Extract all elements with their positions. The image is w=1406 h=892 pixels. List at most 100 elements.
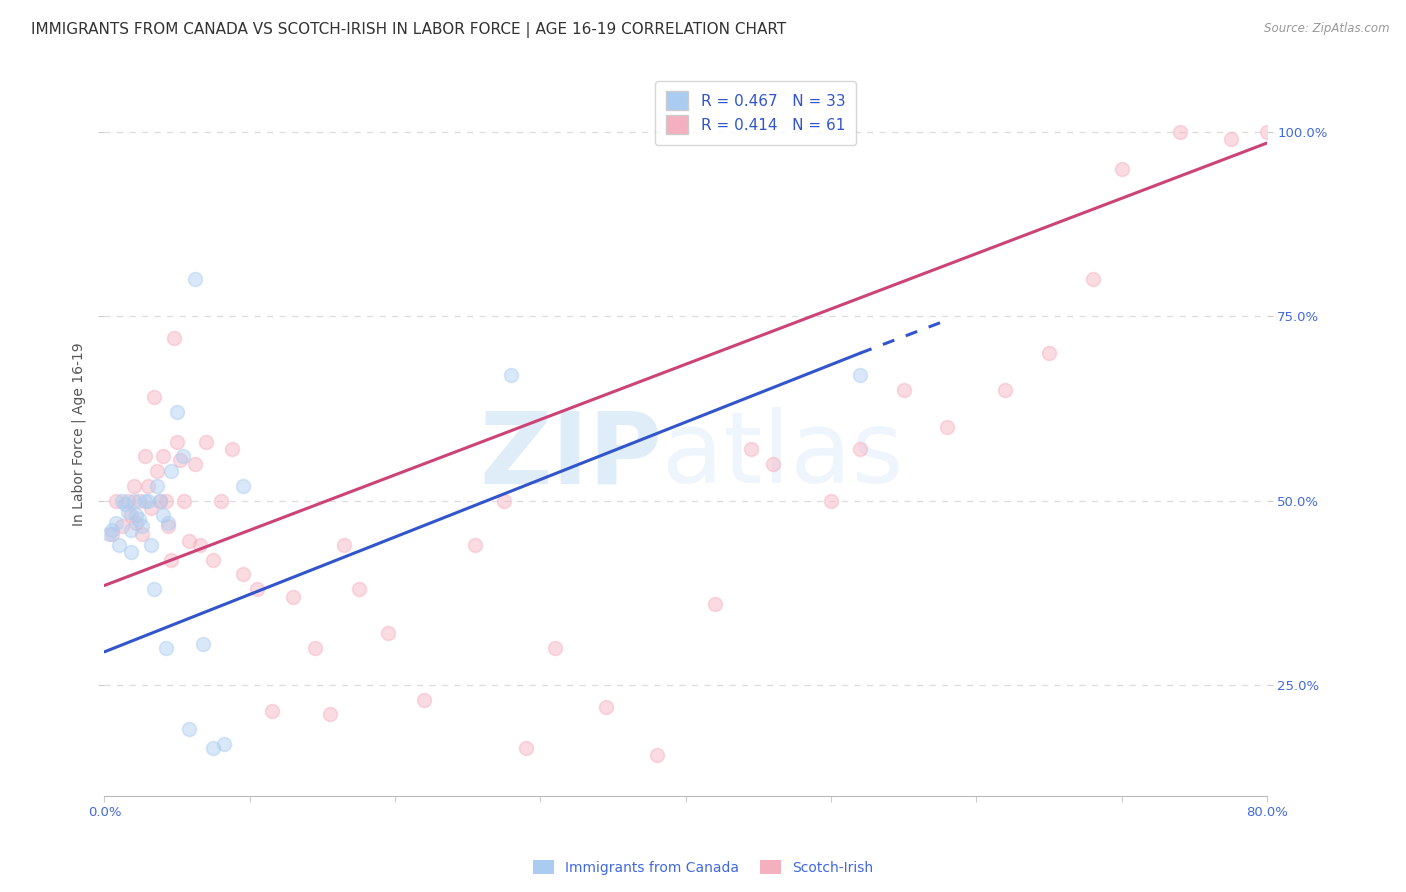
Text: atlas: atlas <box>662 408 904 505</box>
Point <box>212 737 235 751</box>
Point <box>166 405 188 419</box>
Point <box>155 641 177 656</box>
Point <box>117 493 139 508</box>
Point <box>111 493 134 508</box>
Point <box>177 723 200 737</box>
Point <box>120 545 142 559</box>
Point <box>120 523 142 537</box>
Point <box>173 493 195 508</box>
Point <box>152 450 174 464</box>
Point <box>160 552 183 566</box>
Point <box>231 479 253 493</box>
Point <box>304 641 326 656</box>
Point <box>494 493 516 508</box>
Point <box>117 505 139 519</box>
Point <box>163 331 186 345</box>
Point <box>202 740 225 755</box>
Legend: R = 0.467   N = 33, R = 0.414   N = 61: R = 0.467 N = 33, R = 0.414 N = 61 <box>655 80 856 145</box>
Point <box>183 457 205 471</box>
Point <box>146 479 169 493</box>
Point <box>100 523 122 537</box>
Point <box>202 552 225 566</box>
Point <box>1038 346 1060 360</box>
Point <box>231 567 253 582</box>
Point <box>893 383 915 397</box>
Point <box>544 641 567 656</box>
Point <box>136 479 159 493</box>
Text: IMMIGRANTS FROM CANADA VS SCOTCH-IRISH IN LABOR FORCE | AGE 16-19 CORRELATION CH: IMMIGRANTS FROM CANADA VS SCOTCH-IRISH I… <box>31 22 786 38</box>
Point <box>190 538 212 552</box>
Point <box>464 538 486 552</box>
Point <box>515 740 537 755</box>
Point <box>125 516 148 530</box>
Point <box>195 434 218 449</box>
Point <box>128 493 150 508</box>
Point <box>820 493 842 508</box>
Point <box>136 493 159 508</box>
Point <box>283 590 305 604</box>
Point <box>246 582 269 596</box>
Point <box>152 508 174 523</box>
Point <box>347 582 370 596</box>
Point <box>177 534 200 549</box>
Point <box>131 526 153 541</box>
Point <box>1111 161 1133 176</box>
Point <box>172 450 194 464</box>
Point <box>936 420 959 434</box>
Point <box>501 368 523 383</box>
Point <box>128 512 150 526</box>
Point <box>221 442 243 456</box>
Point <box>595 700 617 714</box>
Point <box>157 516 180 530</box>
Point <box>193 637 215 651</box>
Legend: Immigrants from Canada, Scotch-Irish: Immigrants from Canada, Scotch-Irish <box>527 855 879 880</box>
Point <box>139 538 162 552</box>
Point <box>155 493 177 508</box>
Point <box>134 493 156 508</box>
Y-axis label: In Labor Force | Age 16-19: In Labor Force | Age 16-19 <box>72 343 86 526</box>
Point <box>149 493 172 508</box>
Point <box>1219 132 1241 146</box>
Point <box>169 453 191 467</box>
Point <box>645 747 668 762</box>
Point <box>413 692 436 706</box>
Point <box>97 526 120 541</box>
Point <box>114 497 136 511</box>
Point <box>142 391 165 405</box>
Point <box>703 597 725 611</box>
Point <box>149 493 172 508</box>
Point <box>740 442 762 456</box>
Point <box>122 493 145 508</box>
Point <box>209 493 232 508</box>
Point <box>120 508 142 523</box>
Point <box>105 493 128 508</box>
Point <box>1168 125 1191 139</box>
Point <box>139 501 162 516</box>
Point <box>146 464 169 478</box>
Point <box>1256 125 1278 139</box>
Point <box>111 519 134 533</box>
Point <box>166 434 188 449</box>
Point <box>333 538 356 552</box>
Point <box>994 383 1017 397</box>
Text: Source: ZipAtlas.com: Source: ZipAtlas.com <box>1264 22 1389 36</box>
Point <box>849 442 872 456</box>
Point <box>100 526 122 541</box>
Point <box>1081 272 1104 286</box>
Point <box>131 519 153 533</box>
Point <box>160 464 183 478</box>
Point <box>134 450 156 464</box>
Point <box>260 704 283 718</box>
Point <box>319 707 342 722</box>
Point <box>122 479 145 493</box>
Point <box>125 508 148 523</box>
Point <box>377 626 399 640</box>
Point <box>157 519 180 533</box>
Point <box>183 272 205 286</box>
Point <box>108 538 131 552</box>
Point <box>105 516 128 530</box>
Point <box>849 368 872 383</box>
Text: ZIP: ZIP <box>479 408 662 505</box>
Point <box>762 457 785 471</box>
Point <box>142 582 165 596</box>
